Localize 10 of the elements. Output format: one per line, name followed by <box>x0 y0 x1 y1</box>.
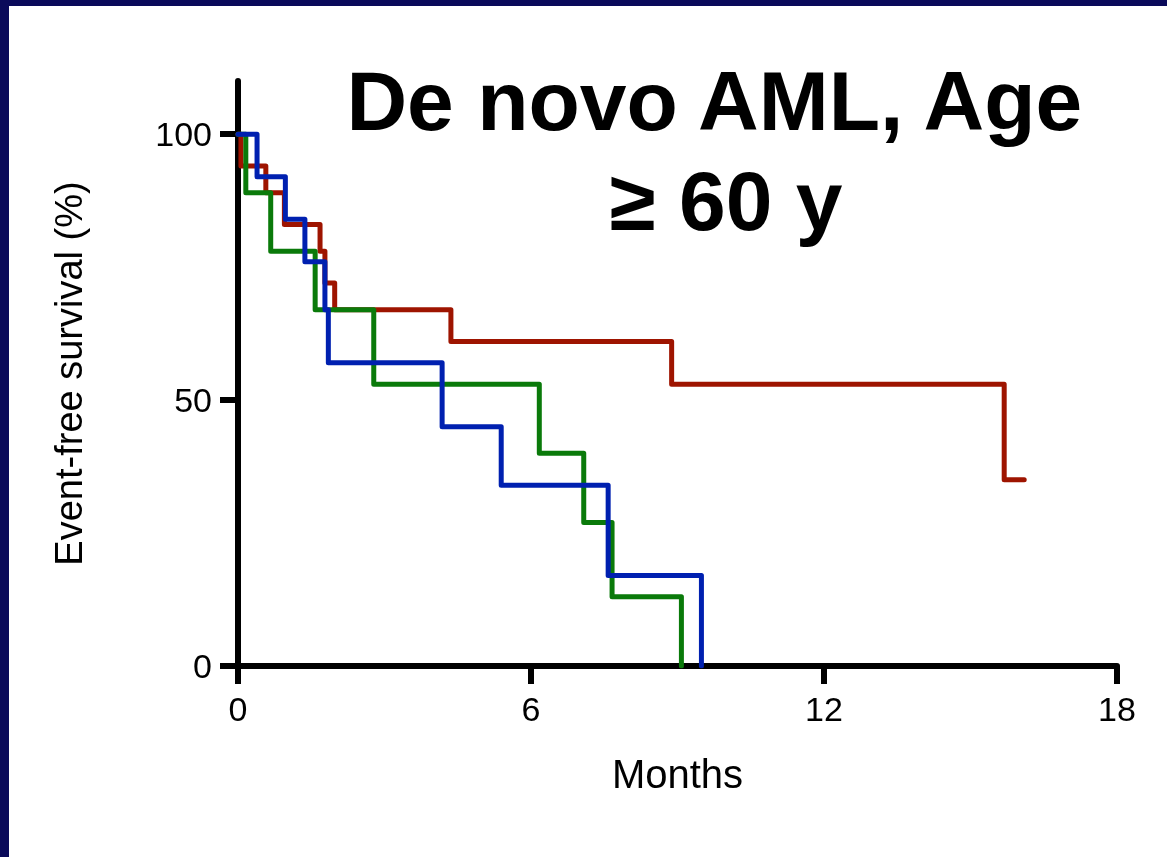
y-axis-title: Event-free survival (%) <box>48 181 90 566</box>
x-tick-label: 6 <box>521 690 541 728</box>
x-tick-label: 18 <box>1098 690 1136 728</box>
y-tick-label: 100 <box>155 115 212 154</box>
x-axis-title: Months <box>611 752 744 796</box>
chart-title: De novo AML, Age ≥ 60 y <box>346 54 1106 248</box>
y-tick-label: 0 <box>193 647 212 685</box>
x-tick-label: 0 <box>228 690 248 728</box>
x-tick-label: 12 <box>805 690 843 728</box>
y-tick-label: 50 <box>174 381 212 420</box>
